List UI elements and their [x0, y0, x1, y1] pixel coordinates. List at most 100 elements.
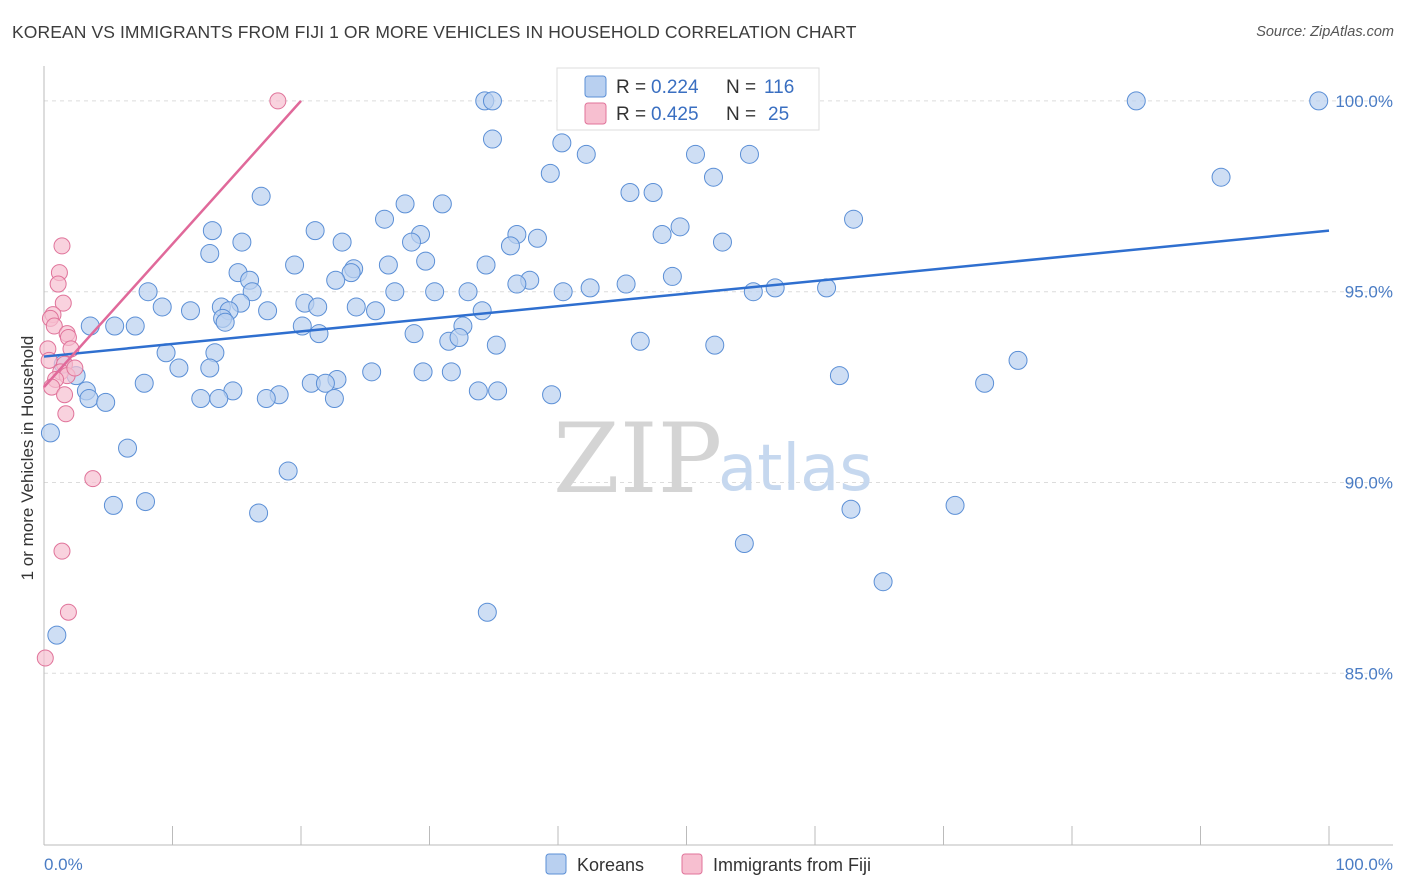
point-koreans	[305, 221, 325, 241]
x-tick-label-0: 0.0%	[44, 855, 83, 874]
trend-line-fiji	[43, 100, 302, 388]
point-koreans	[765, 278, 785, 298]
point-koreans	[500, 236, 520, 256]
point-koreans	[841, 499, 861, 519]
point-koreans	[308, 297, 328, 317]
point-koreans	[395, 194, 415, 214]
trend-lines	[43, 100, 1330, 388]
point-fiji	[59, 603, 77, 621]
legend: R = 0.224 N = 116 R = 0.425 N = 25	[556, 67, 820, 131]
point-koreans	[441, 362, 461, 382]
point-koreans	[542, 385, 562, 405]
point-koreans	[103, 495, 123, 515]
point-koreans	[449, 327, 469, 347]
point-koreans	[191, 389, 211, 409]
point-koreans	[118, 438, 138, 458]
legend-swatch-koreans	[584, 75, 607, 98]
watermark-zip: ZIP	[553, 403, 722, 515]
bottom-legend-koreans: Koreans	[577, 855, 644, 875]
point-koreans	[209, 389, 229, 409]
source-label: Source: ZipAtlas.com	[1256, 24, 1394, 40]
series-koreans	[40, 91, 1329, 645]
point-koreans	[486, 335, 506, 355]
point-koreans	[285, 255, 305, 275]
point-fiji	[54, 294, 72, 312]
point-koreans	[202, 221, 222, 241]
point-koreans	[385, 282, 405, 302]
x-tick-label-1: 100.0%	[1335, 855, 1393, 874]
point-koreans	[670, 217, 690, 237]
point-koreans	[278, 461, 298, 481]
point-koreans	[477, 602, 497, 622]
point-koreans	[309, 324, 329, 344]
point-koreans	[404, 324, 424, 344]
point-koreans	[482, 91, 502, 111]
chart-title: KOREAN VS IMMIGRANTS FROM FIJI 1 OR MORE…	[12, 22, 857, 42]
point-koreans	[79, 389, 99, 409]
legend-n-value-koreans: 116	[764, 77, 794, 98]
point-koreans	[482, 129, 502, 149]
point-koreans	[712, 232, 732, 252]
point-fiji	[36, 649, 54, 667]
legend-r-value-koreans: 0.224	[651, 77, 699, 98]
point-fiji	[53, 542, 71, 560]
point-koreans	[315, 373, 335, 393]
point-koreans	[375, 209, 395, 229]
legend-r-value-fiji: 0.425	[651, 104, 699, 125]
trend-line-koreans	[43, 229, 1330, 358]
bottom-legend: Koreans Immigrants from Fiji	[545, 853, 871, 875]
point-koreans	[40, 423, 60, 443]
point-koreans	[685, 144, 705, 164]
point-koreans	[975, 373, 995, 393]
watermark: ZIP atlas	[553, 403, 873, 515]
point-koreans	[553, 282, 573, 302]
point-koreans	[249, 503, 269, 523]
point-koreans	[630, 331, 650, 351]
y-axis-label: 1 or more Vehicles in Household	[18, 336, 37, 581]
point-koreans	[1309, 91, 1329, 111]
point-koreans	[476, 255, 496, 275]
point-koreans	[616, 274, 636, 294]
point-koreans	[242, 282, 262, 302]
point-koreans	[552, 133, 572, 153]
watermark-atlas: atlas	[718, 432, 873, 506]
point-koreans	[468, 381, 488, 401]
y-tick-label: 95.0%	[1345, 283, 1393, 302]
point-koreans	[215, 312, 235, 332]
point-koreans	[332, 232, 352, 252]
point-koreans	[734, 534, 754, 554]
y-tick-label: 85.0%	[1345, 664, 1393, 683]
point-koreans	[662, 266, 682, 286]
point-koreans	[326, 270, 346, 290]
y-tick-label: 100.0%	[1335, 92, 1393, 111]
point-koreans	[136, 492, 156, 512]
point-koreans	[1008, 350, 1028, 370]
point-koreans	[580, 278, 600, 298]
point-koreans	[507, 274, 527, 294]
point-koreans	[341, 263, 361, 283]
bottom-legend-swatch-fiji	[681, 853, 703, 875]
legend-r-label-koreans: R =	[616, 77, 646, 98]
legend-n-label-koreans: N =	[726, 77, 756, 98]
point-koreans	[96, 392, 116, 412]
point-koreans	[258, 301, 278, 321]
point-fiji	[66, 359, 84, 377]
bottom-legend-fiji: Immigrants from Fiji	[713, 855, 871, 875]
point-koreans	[125, 316, 145, 336]
point-koreans	[703, 167, 723, 187]
point-koreans	[458, 282, 478, 302]
point-koreans	[432, 194, 452, 214]
point-koreans	[416, 251, 436, 271]
point-fiji	[84, 470, 102, 488]
point-koreans	[324, 389, 344, 409]
point-koreans	[540, 163, 560, 183]
point-koreans	[1126, 91, 1146, 111]
point-koreans	[652, 224, 672, 244]
point-fiji	[45, 317, 63, 335]
point-koreans	[527, 228, 547, 248]
point-koreans	[425, 282, 445, 302]
point-koreans	[1211, 167, 1231, 187]
point-koreans	[620, 182, 640, 202]
point-koreans	[169, 358, 189, 378]
